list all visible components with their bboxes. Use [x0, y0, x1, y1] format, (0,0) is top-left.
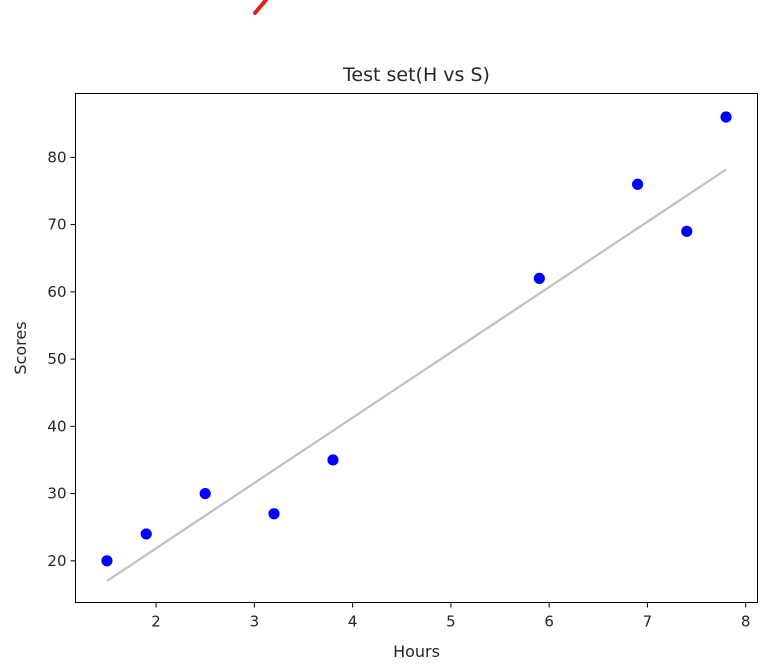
data-point: [101, 555, 113, 567]
data-point: [533, 272, 545, 285]
y-tick-label: 80: [47, 148, 66, 166]
data-point: [681, 225, 693, 237]
x-axis-label: Hours: [393, 642, 440, 661]
x-tick-label: 8: [741, 613, 751, 631]
red-pen-mark: [253, 0, 268, 15]
y-axis-label: Scores: [11, 321, 30, 374]
data-point: [140, 528, 152, 540]
y-tick-label: 60: [47, 283, 66, 301]
x-tick-label: 2: [151, 613, 161, 631]
plot-area: [101, 111, 732, 582]
y-tick-label: 50: [47, 350, 66, 368]
x-tick-label: 5: [446, 613, 456, 631]
y-tick-label: 70: [47, 216, 66, 234]
data-point: [268, 508, 280, 520]
x-axis: 2 3 4 5 6 7 8: [151, 602, 751, 631]
x-tick-label: 6: [544, 613, 554, 631]
data-point: [199, 487, 211, 500]
data-point: [720, 111, 732, 123]
x-tick-label: 7: [643, 613, 653, 631]
y-tick-label: 40: [47, 417, 66, 435]
regression-line: [106, 168, 727, 582]
x-tick-label: 4: [348, 613, 358, 631]
y-tick-label: 20: [47, 552, 66, 570]
x-tick-label: 3: [250, 613, 260, 631]
data-point: [327, 454, 339, 466]
y-tick-label: 30: [47, 485, 66, 503]
chart-title: Test set(H vs S): [342, 64, 490, 86]
axes-frame: [75, 93, 758, 603]
data-point: [632, 178, 644, 190]
y-axis: 20 30 40 50 60 70 80: [47, 148, 76, 570]
